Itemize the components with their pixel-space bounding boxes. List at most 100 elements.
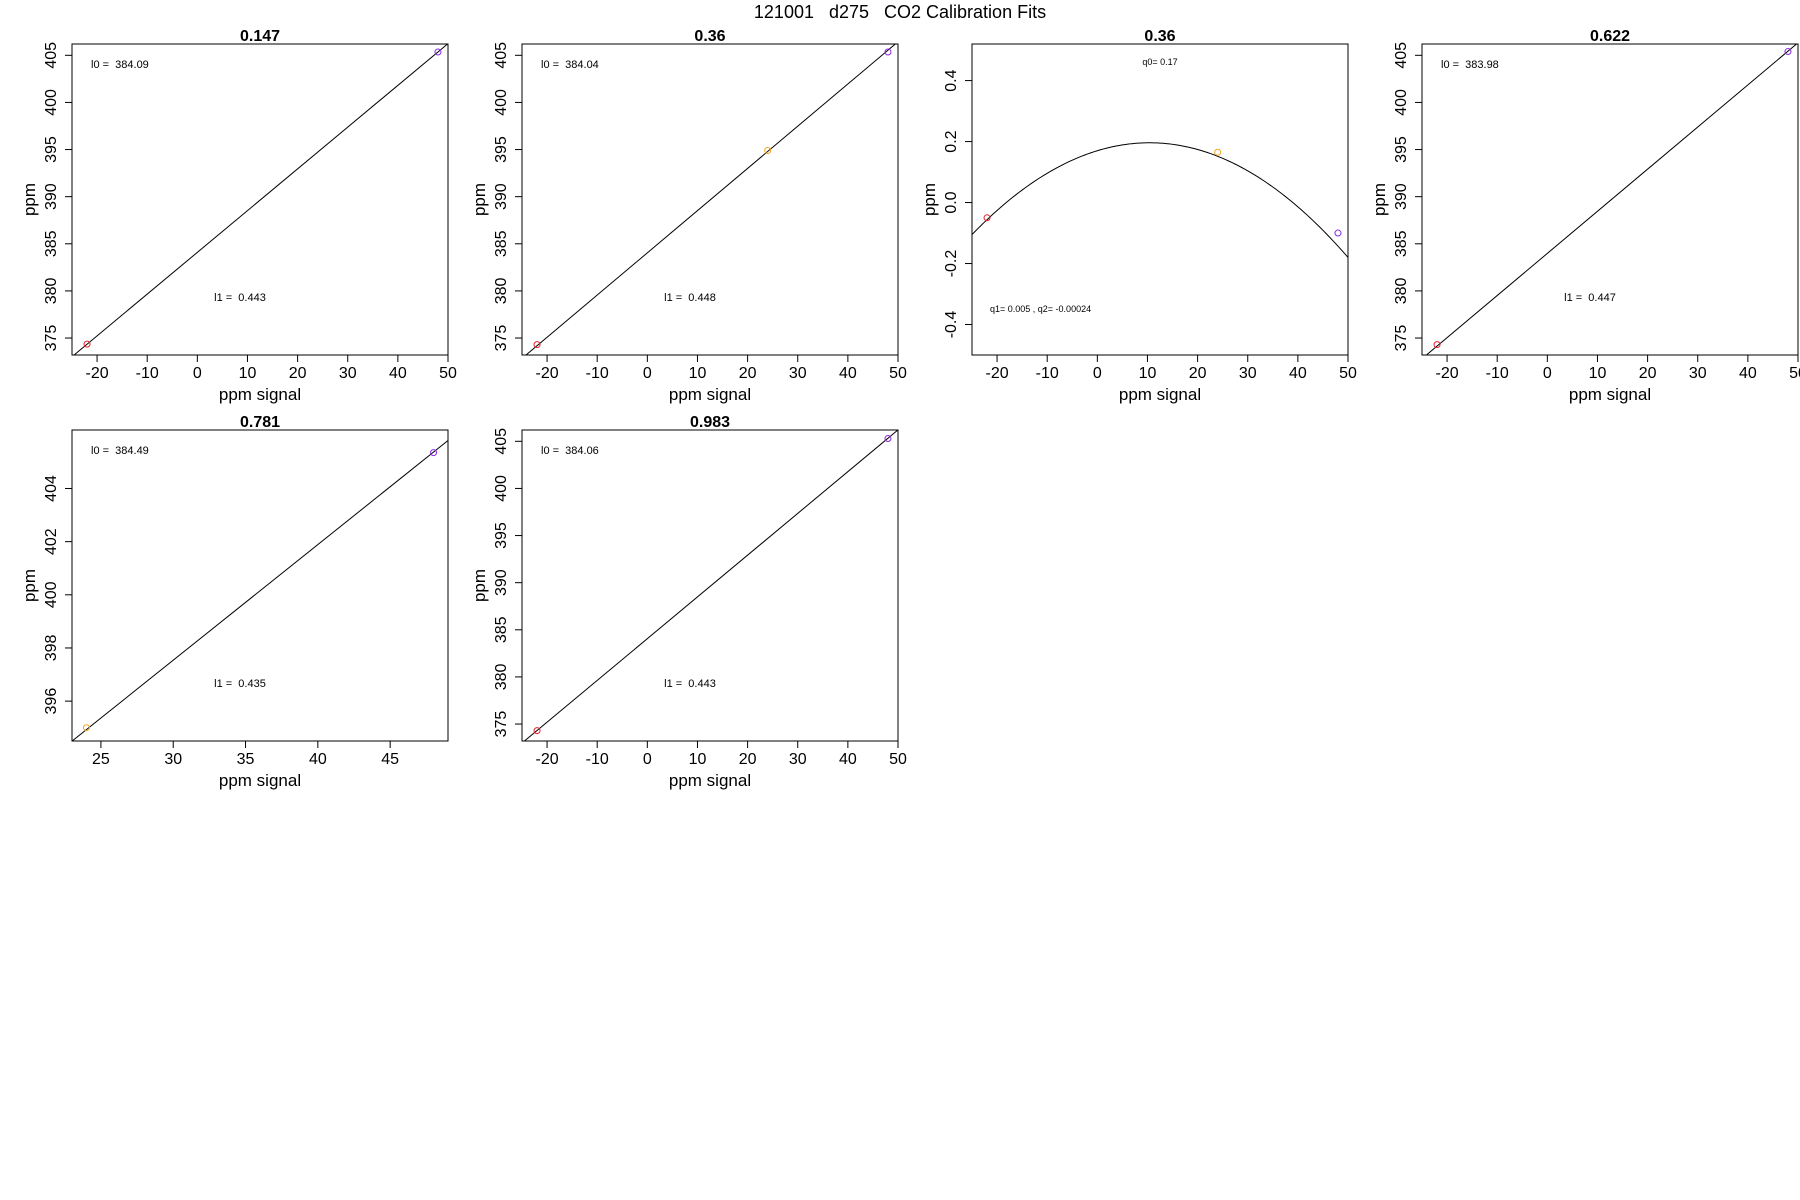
annotation-top: l0 = 384.09: [91, 59, 149, 71]
x-tick-label: -20: [86, 365, 109, 382]
y-axis-label: ppm: [470, 569, 489, 602]
panel-title: 0.781: [240, 414, 280, 431]
plot-frame: [521, 429, 899, 742]
x-tick-label: 35: [237, 751, 255, 768]
x-axis-label: ppm signal: [1569, 385, 1651, 404]
y-tick-label: 400: [493, 89, 510, 116]
y-tick-label: 375: [493, 711, 510, 738]
y-axis-label: ppm: [920, 183, 939, 216]
x-tick-label: 30: [164, 751, 182, 768]
x-tick-label: 0: [1543, 365, 1552, 382]
fit-line: [73, 43, 448, 356]
plot-frame: [971, 43, 1349, 356]
data-point: [434, 48, 442, 56]
annotation-bottom: l1 = 0.435: [214, 678, 266, 690]
y-tick-label: 390: [1393, 183, 1410, 210]
annotation-top: l0 = 383.98: [1441, 59, 1499, 71]
data-point: [1433, 341, 1441, 349]
fit-line: [71, 440, 449, 742]
x-tick-label: 0: [643, 751, 652, 768]
fit-line: [524, 429, 899, 742]
data-point: [884, 48, 892, 56]
x-tick-label: -10: [136, 365, 159, 382]
x-tick-label: 30: [1689, 365, 1707, 382]
x-tick-label: -20: [1436, 365, 1459, 382]
x-tick-label: 30: [339, 365, 357, 382]
plot-frame: [1421, 43, 1799, 356]
x-tick-label: 50: [889, 751, 907, 768]
y-tick-label: 390: [43, 183, 60, 210]
x-axis-label: ppm signal: [219, 771, 301, 790]
y-tick-label: 375: [493, 325, 510, 352]
calibration-panel-5: 0.781 25 30 35 40 45 396 398 400 402 404 ppm signal…: [20, 414, 449, 790]
y-tick-label: 380: [1393, 277, 1410, 304]
y-tick-label: 385: [493, 616, 510, 643]
x-tick-label: 20: [739, 751, 757, 768]
x-tick-label: 10: [1139, 365, 1157, 382]
data-point: [884, 434, 892, 442]
x-tick-label: 40: [839, 365, 857, 382]
y-tick-label: 396: [43, 688, 60, 715]
y-axis-label: ppm: [470, 183, 489, 216]
y-tick-label: 0.4: [943, 69, 960, 91]
x-tick-label: -20: [536, 751, 559, 768]
data-point: [533, 727, 541, 735]
y-tick-label: -0.2: [943, 250, 960, 278]
annotation-bottom: l1 = 0.443: [214, 292, 266, 304]
y-tick-label: 375: [43, 325, 60, 352]
y-tick-label: 405: [43, 42, 60, 69]
x-tick-label: 20: [289, 365, 307, 382]
x-tick-label: -10: [586, 365, 609, 382]
x-tick-label: -10: [1486, 365, 1509, 382]
x-axis-label: ppm signal: [669, 771, 751, 790]
data-point: [764, 146, 772, 154]
x-tick-label: 10: [689, 365, 707, 382]
x-tick-label: -20: [986, 365, 1009, 382]
calibration-panel-6: 0.983 -20 -10 0 10 20 30 40 50 375 380 385 390 395 400…: [470, 414, 907, 790]
y-tick-label: -0.4: [943, 311, 960, 339]
fit-line: [1426, 43, 1797, 356]
y-tick-label: 0.0: [943, 191, 960, 213]
y-axis-label: ppm: [1370, 183, 1389, 216]
data-point: [83, 340, 91, 348]
x-tick-label: 30: [789, 751, 807, 768]
x-tick-label: 20: [1639, 365, 1657, 382]
x-tick-label: 40: [839, 751, 857, 768]
x-tick-label: 50: [889, 365, 907, 382]
panel-title: 0.36: [1144, 28, 1175, 45]
panel-title: 0.36: [694, 28, 725, 45]
y-tick-label: 405: [493, 428, 510, 455]
x-axis-label: ppm signal: [219, 385, 301, 404]
calibration-panel-3: 0.36 -20 -10 0 10 20 30 40 50 -0.4 -0.2 0.0 0.2 0.4 pp…: [920, 28, 1357, 404]
x-tick-label: 40: [309, 751, 327, 768]
annotation-top: l0 = 384.04: [541, 59, 599, 71]
plot-frame: [71, 429, 449, 742]
y-axis-label: ppm: [20, 569, 39, 602]
x-tick-label: 45: [381, 751, 399, 768]
y-tick-label: 380: [493, 277, 510, 304]
x-tick-label: 0: [643, 365, 652, 382]
y-tick-label: 400: [1393, 89, 1410, 116]
x-axis-label: ppm signal: [1119, 385, 1201, 404]
y-tick-label: 395: [43, 136, 60, 163]
y-axis-label: ppm: [20, 183, 39, 216]
data-point: [1784, 48, 1792, 56]
y-tick-label: 395: [1393, 136, 1410, 163]
y-tick-label: 398: [43, 635, 60, 662]
x-tick-label: 20: [739, 365, 757, 382]
fit-line: [525, 43, 896, 356]
data-point: [1214, 148, 1222, 156]
y-tick-label: 390: [493, 569, 510, 596]
x-tick-label: 40: [1289, 365, 1307, 382]
annotation-top: q0= 0.17: [1142, 57, 1177, 67]
panel-title: 0.983: [690, 414, 730, 431]
annotation-top: l0 = 384.06: [541, 445, 599, 457]
annotation-bottom: l1 = 0.447: [1564, 292, 1616, 304]
panel-title: 0.147: [240, 28, 280, 45]
annotation-bottom: l1 = 0.443: [664, 678, 716, 690]
y-tick-label: 395: [493, 522, 510, 549]
y-tick-label: 380: [493, 663, 510, 690]
x-tick-label: 0: [193, 365, 202, 382]
x-tick-label: 30: [1239, 365, 1257, 382]
x-tick-label: 40: [1739, 365, 1757, 382]
